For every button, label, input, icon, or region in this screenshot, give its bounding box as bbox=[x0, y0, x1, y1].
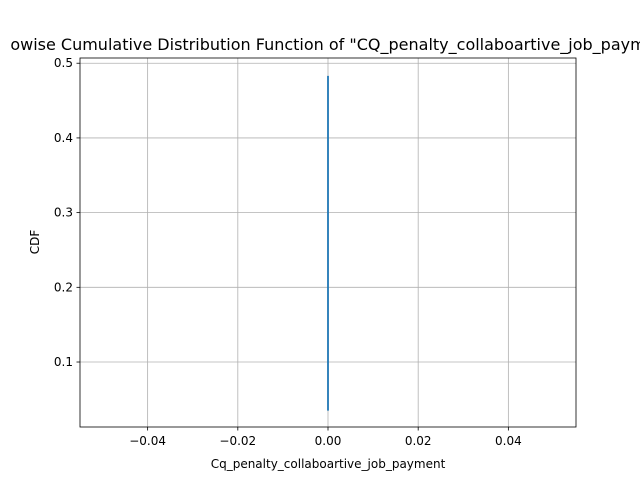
x-tick-label: 0.00 bbox=[315, 434, 342, 448]
x-tick-label: 0.02 bbox=[405, 434, 432, 448]
y-tick-label: 0.2 bbox=[54, 280, 73, 294]
x-tick-label: 0.04 bbox=[495, 434, 522, 448]
y-tick-label: 0.4 bbox=[54, 131, 73, 145]
y-tick-label: 0.1 bbox=[54, 355, 73, 369]
chart-title: owise Cumulative Distribution Function o… bbox=[10, 35, 640, 55]
tick-layer: −0.04 −0.02 0.00 0.02 0.04 0.1 0.2 0.3 0.4 0.5 bbox=[54, 56, 522, 448]
x-tick-label: −0.04 bbox=[129, 434, 166, 448]
y-tick-label: 0.5 bbox=[54, 56, 73, 70]
x-tick-label: −0.02 bbox=[219, 434, 256, 448]
y-axis-label: CDF bbox=[28, 230, 42, 255]
y-tick-label: 0.3 bbox=[54, 206, 73, 220]
x-axis-label: Cq_penalty_collaboartive_job_payment bbox=[211, 457, 446, 471]
